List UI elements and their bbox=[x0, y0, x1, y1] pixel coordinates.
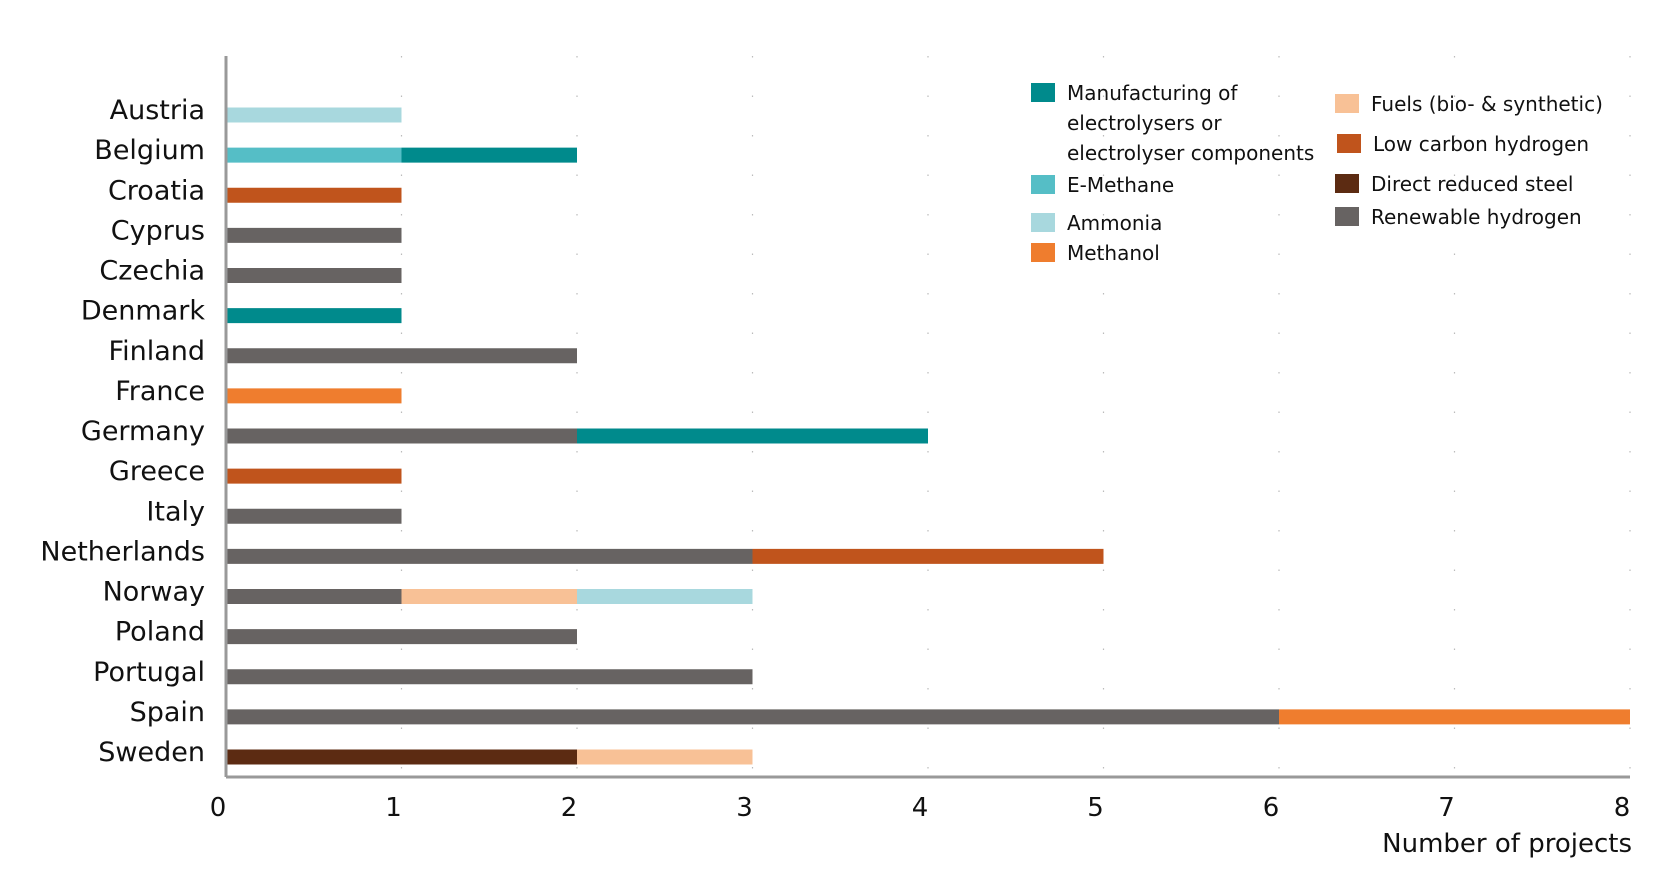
legend-swatch bbox=[1031, 83, 1055, 102]
x-tick-label: 1 bbox=[385, 793, 402, 823]
legend-swatch bbox=[1337, 134, 1361, 153]
category-label: Sweden bbox=[98, 737, 205, 768]
bar-segment bbox=[752, 548, 1104, 564]
gridlines bbox=[400, 56, 1631, 775]
legend-label: Low carbon hydrogen bbox=[1373, 132, 1589, 156]
x-axis-label: Number of projects bbox=[1382, 829, 1632, 859]
bar-segment bbox=[226, 548, 753, 564]
category-label: Germany bbox=[81, 416, 205, 447]
x-tick-label: 0 bbox=[210, 793, 227, 823]
category-label: Italy bbox=[146, 496, 205, 527]
bar-segment bbox=[577, 589, 753, 604]
bar-segment bbox=[226, 428, 577, 444]
x-tick-label: 6 bbox=[1263, 793, 1280, 823]
legend-swatch bbox=[1031, 243, 1055, 262]
category-label: Austria bbox=[110, 95, 205, 126]
category-label: Czechia bbox=[99, 256, 205, 287]
legend-swatch bbox=[1031, 175, 1055, 194]
category-label: Denmark bbox=[81, 296, 205, 327]
legend-label: electrolysers or bbox=[1067, 111, 1222, 135]
legend-item: Direct reduced steel bbox=[1335, 172, 1573, 196]
legend: Manufacturing of electrolysers or electrol… bbox=[1031, 81, 1603, 265]
bar-segment bbox=[226, 308, 402, 324]
bar-segment bbox=[226, 187, 402, 203]
bar-segment bbox=[226, 749, 577, 765]
x-tick-label: 3 bbox=[736, 793, 753, 823]
legend-item: Fuels (bio- & synthetic) bbox=[1335, 92, 1603, 116]
legend-item: Ammonia bbox=[1031, 211, 1162, 235]
legend-label: Direct reduced steel bbox=[1371, 172, 1573, 196]
category-label: Croatia bbox=[108, 175, 205, 206]
legend-swatch bbox=[1335, 174, 1359, 193]
bar-segment bbox=[577, 428, 928, 444]
category-label: Greece bbox=[109, 456, 205, 487]
bar-segment bbox=[577, 749, 753, 765]
bar-segment bbox=[226, 589, 402, 604]
legend-label: E-Methane bbox=[1067, 173, 1174, 197]
legend-item: Manufacturing of electrolysers or electrol… bbox=[1031, 81, 1314, 165]
legend-swatch bbox=[1335, 94, 1359, 113]
legend-label: Manufacturing of bbox=[1067, 81, 1238, 105]
legend-label: electrolyser components bbox=[1067, 141, 1314, 165]
bar-segment bbox=[226, 709, 1279, 725]
bar-segment bbox=[226, 508, 402, 524]
x-tick-labels: 0 1 2 3 4 5 6 7 8 bbox=[210, 793, 1631, 823]
bar-segment bbox=[226, 669, 753, 685]
category-labels: Austria Belgium Croatia Cyprus Czechia Denmar… bbox=[40, 95, 205, 768]
bar-segment bbox=[226, 388, 402, 404]
category-label: France bbox=[115, 376, 205, 407]
x-tick-label: 2 bbox=[561, 793, 578, 823]
x-tick-label: 4 bbox=[912, 793, 929, 823]
legend-item: Low carbon hydrogen bbox=[1337, 132, 1589, 156]
x-tick-label: 7 bbox=[1438, 793, 1455, 823]
legend-label: Methanol bbox=[1067, 241, 1160, 265]
legend-label: Fuels (bio- & synthetic) bbox=[1371, 92, 1603, 116]
bar-segment bbox=[1279, 709, 1630, 725]
bar-segment bbox=[226, 348, 577, 364]
category-label: Belgium bbox=[94, 135, 205, 166]
category-label: Finland bbox=[109, 336, 205, 367]
bar-segment bbox=[226, 227, 402, 243]
category-label: Spain bbox=[130, 697, 205, 728]
legend-label: Ammonia bbox=[1067, 211, 1162, 235]
category-label: Poland bbox=[115, 617, 205, 648]
bar-segment bbox=[401, 589, 577, 604]
x-tick-label: 8 bbox=[1614, 793, 1631, 823]
bar-segment bbox=[226, 107, 402, 123]
legend-item: Renewable hydrogen bbox=[1335, 205, 1582, 229]
legend-item: E-Methane bbox=[1031, 173, 1174, 197]
legend-item: Methanol bbox=[1031, 241, 1160, 265]
bar-segment bbox=[226, 268, 402, 283]
bar-segment bbox=[226, 468, 402, 484]
bar-segment bbox=[401, 147, 577, 163]
legend-label: Renewable hydrogen bbox=[1371, 205, 1582, 229]
bars bbox=[226, 107, 1630, 765]
bar-segment bbox=[226, 629, 577, 645]
category-label: Portugal bbox=[93, 657, 205, 688]
legend-swatch bbox=[1031, 213, 1055, 232]
x-tick-label: 5 bbox=[1087, 793, 1104, 823]
category-label: Netherlands bbox=[40, 536, 205, 567]
category-label: Norway bbox=[103, 577, 205, 608]
legend-swatch bbox=[1335, 207, 1359, 226]
bar-segment bbox=[226, 147, 402, 163]
category-label: Cyprus bbox=[111, 215, 205, 246]
